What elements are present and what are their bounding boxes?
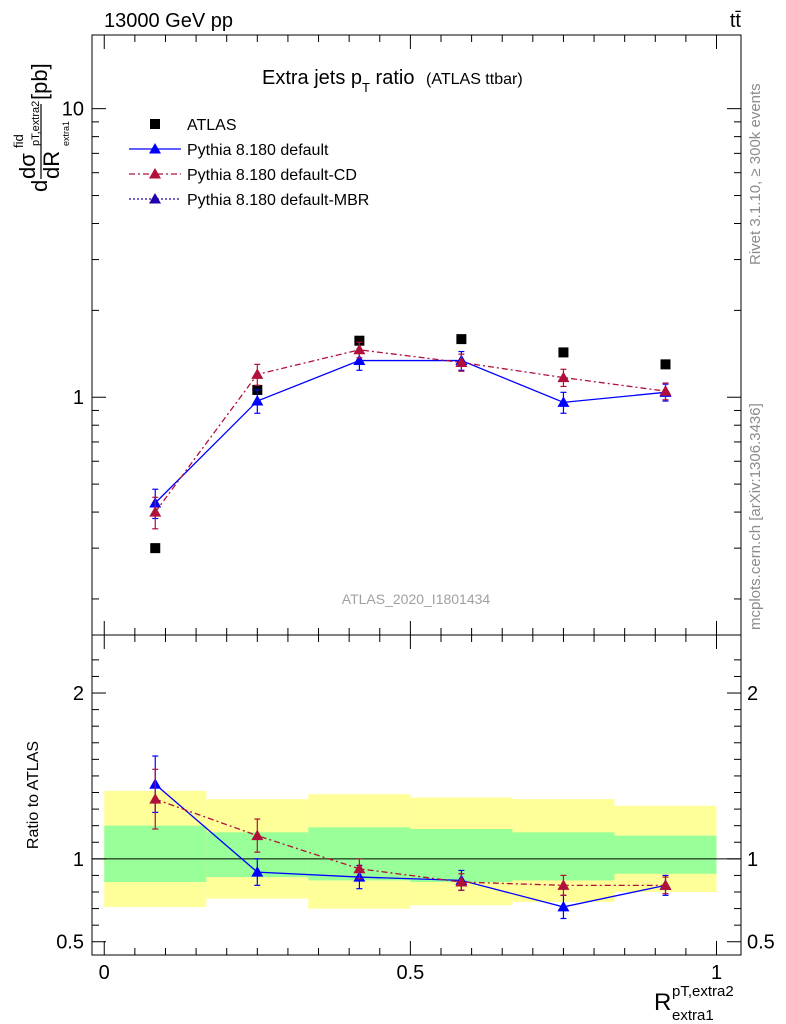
ratio-y-axis-label: Ratio to ATLAS xyxy=(25,741,42,849)
ratio-y-tick-label-right: 0.5 xyxy=(747,932,775,954)
main-data-point xyxy=(558,347,569,358)
main-mc-point xyxy=(659,385,672,396)
main-series-layer xyxy=(149,334,672,554)
main-mc-point xyxy=(353,354,366,366)
legend-label: Pythia 8.180 default-CD xyxy=(187,167,357,184)
main-series-line xyxy=(154,359,666,504)
main-y-tick-label: 1 xyxy=(73,387,84,409)
ylabel-sub1: pT,extra2 xyxy=(30,101,42,146)
title-rest: ratio xyxy=(370,67,414,89)
ratio-point xyxy=(353,862,366,874)
ratio-y-tick-label-left: 1 xyxy=(73,849,84,871)
analysis-watermark: ATLAS_2020_I1801434 xyxy=(342,591,491,607)
band-green xyxy=(614,835,717,874)
ylabel-sub2: extra1 xyxy=(61,121,71,146)
ratio-series-line xyxy=(155,798,666,887)
main-data-point xyxy=(456,334,467,345)
ratio-axis-ticks: 0.5 0.5 1 1 2 2 0 0.5 1 xyxy=(56,635,775,984)
ratio-series-layer xyxy=(149,755,672,920)
ratio-plot-frame xyxy=(91,634,742,956)
legend-label: Pythia 8.180 default-MBR xyxy=(187,192,369,209)
ratio-y-tick-label-right: 1 xyxy=(747,849,758,871)
legend-marker xyxy=(149,193,161,204)
ratio-point xyxy=(149,793,162,804)
process-label: tt̄ xyxy=(730,10,742,32)
main-y-axis-label: d dσ fid dR pT,extra2 extra1 [pb] xyxy=(11,63,71,192)
title-subscript: T xyxy=(362,80,370,95)
main-mc-point xyxy=(455,356,468,367)
title-paren: (ATLAS ttbar) xyxy=(426,71,523,88)
ratio-point xyxy=(455,876,468,887)
band-green xyxy=(104,825,207,883)
main-mc-point xyxy=(149,506,162,517)
ratio-y-tick-label-left: 0.5 xyxy=(56,932,84,954)
ratio-point xyxy=(251,866,264,877)
legend-marker xyxy=(150,119,160,129)
ratio-uncertainty-bands xyxy=(92,790,741,909)
ratio-point xyxy=(659,879,672,890)
legend-marker xyxy=(149,143,161,154)
ylabel-dsigma: dσ xyxy=(15,153,40,179)
ylabel-d: d xyxy=(27,180,52,192)
x-tick-label: 0 xyxy=(99,962,110,984)
xlabel-sup: pT,extra2 xyxy=(672,983,734,1000)
legend-label: ATLAS xyxy=(187,117,237,134)
main-y-tick-label: 10 xyxy=(62,99,84,121)
ratio-point xyxy=(557,879,570,890)
x-tick-label: 0.5 xyxy=(396,962,424,984)
main-axis-ticks: 1 10 xyxy=(62,35,741,635)
ylabel-dR: dR xyxy=(39,151,64,179)
main-series-line xyxy=(154,349,666,513)
main-data-point xyxy=(150,543,161,554)
ratio-series-line xyxy=(154,783,666,908)
rivet-label: Rivet 3.1.10, ≥ 300k events xyxy=(747,83,764,265)
ratio-y-tick-label-left: 2 xyxy=(73,683,84,705)
energy-label: 13000 GeV pp xyxy=(104,10,233,32)
ratio-point xyxy=(251,829,264,841)
title-main: Extra jets p xyxy=(262,67,362,89)
main-data-point xyxy=(660,359,671,370)
legend: ATLAS Pythia 8.180 default Pythia 8.180 de… xyxy=(129,117,369,209)
legend-label: Pythia 8.180 default xyxy=(187,142,329,159)
main-data-point xyxy=(354,335,365,346)
xlabel-base: R xyxy=(654,989,671,1016)
main-mc-point xyxy=(557,396,570,407)
ratio-y-tick-label-right: 2 xyxy=(747,683,758,705)
xlabel-sub: extra1 xyxy=(672,1007,714,1024)
legend-marker xyxy=(149,168,161,179)
chart-title: Extra jets pT ratio (ATLAS ttbar) xyxy=(262,67,523,95)
ratio-point xyxy=(557,900,570,912)
ylabel-unit: [pb] xyxy=(27,63,52,100)
ylabel-fid: fid xyxy=(11,134,26,148)
x-axis-label: R pT,extra2 extra1 xyxy=(654,983,734,1024)
band-green xyxy=(512,832,615,881)
main-mc-point xyxy=(557,371,570,383)
main-mc-point xyxy=(251,395,264,406)
main-mc-point xyxy=(251,368,264,379)
mcplots-label: mcplots.cern.ch [arXiv:1306.3436] xyxy=(747,403,764,630)
x-tick-label: 1 xyxy=(711,962,722,984)
main-mc-point xyxy=(353,343,366,355)
